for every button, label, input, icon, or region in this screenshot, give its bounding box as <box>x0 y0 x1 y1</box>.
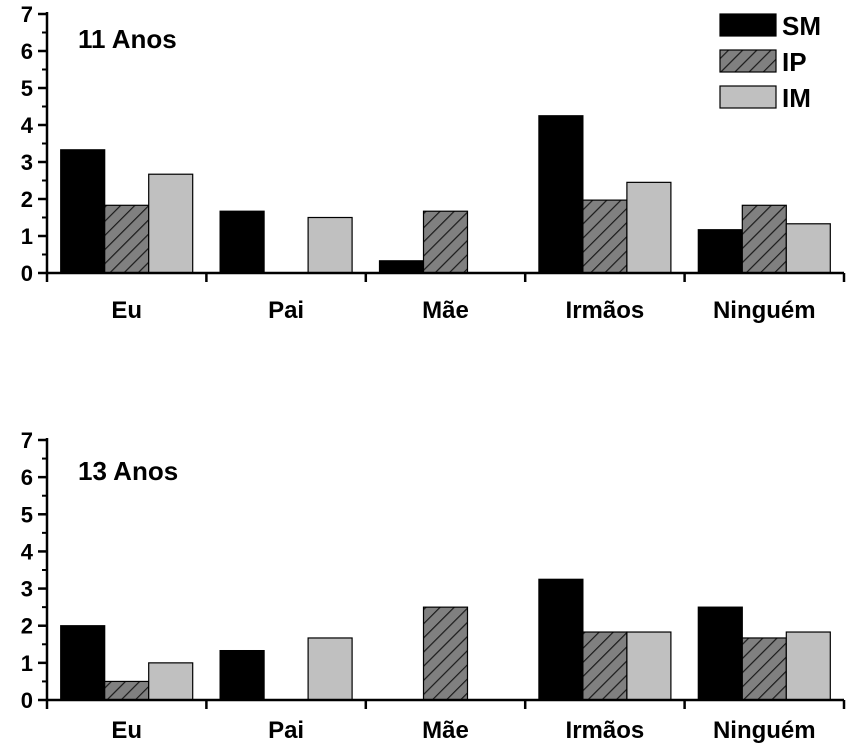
bar-sm-1 <box>219 210 265 274</box>
bar-im-4 <box>785 631 831 701</box>
bar-ip-3 <box>582 199 628 274</box>
bar-sm-4 <box>697 229 743 274</box>
bar-sm-0 <box>60 149 106 274</box>
y-tick-label: 2 <box>21 614 33 639</box>
y-tick-label: 6 <box>21 465 33 490</box>
y-tick-label: 0 <box>21 261 33 286</box>
bar-im-1 <box>307 216 353 274</box>
bar-im-1 <box>307 637 353 701</box>
y-tick-label: 7 <box>21 2 33 27</box>
chart-panel-2: 0 1 2 3 4 5 6 7 Eu Pai Mãe Irmãos Ninguém 13 Anos <box>21 428 846 744</box>
x-tick-label-2: Mãe <box>422 717 469 744</box>
bar-ip-4 <box>741 204 787 274</box>
bar-ip-3 <box>582 631 628 701</box>
bar-sm-3 <box>538 115 584 274</box>
x-tick-label-3: Irmãos <box>566 297 645 324</box>
bar-im-0 <box>148 173 194 274</box>
legend-swatch-sm <box>719 13 777 37</box>
x-tick-label-1: Pai <box>268 297 304 324</box>
y-tick-label: 3 <box>21 150 33 175</box>
y-tick-label: 6 <box>21 39 33 64</box>
bar-ip-2 <box>422 606 469 701</box>
bar-im-3 <box>626 181 672 274</box>
chart-panel-1: 0 1 2 3 4 5 6 7 Eu Pai Mãe Irmãos Ninguém 11 Anos SM IP… <box>21 2 846 324</box>
y-tick-label: 1 <box>21 651 33 676</box>
bar-sm-0 <box>60 625 106 701</box>
bar-sm-4 <box>697 606 743 701</box>
y-tick-label: 2 <box>21 187 33 212</box>
y-tick-label: 4 <box>21 539 34 564</box>
x-tick-label-1: Pai <box>268 717 304 744</box>
y-tick-label: 7 <box>21 428 33 453</box>
bar-sm-2 <box>378 260 425 274</box>
x-tick-label-3: Irmãos <box>566 717 645 744</box>
legend-label-ip: IP <box>782 47 807 77</box>
legend-swatch-ip <box>719 49 777 73</box>
bar-im-4 <box>785 223 831 274</box>
y-tick-label: 5 <box>21 76 33 101</box>
bar-im-0 <box>148 662 194 701</box>
bar-ip-0 <box>104 680 150 701</box>
panel-title: 11 Anos <box>78 24 177 54</box>
y-tick-label: 4 <box>21 113 34 138</box>
bar-ip-0 <box>104 204 150 274</box>
panel-title: 13 Anos <box>78 456 178 486</box>
x-tick-label-0: Eu <box>111 717 142 744</box>
bar-sm-3 <box>538 578 584 701</box>
legend-swatch-im <box>719 85 777 109</box>
y-tick-label: 3 <box>21 577 33 602</box>
bar-im-3 <box>626 631 672 701</box>
x-tick-label-4: Ninguém <box>713 297 816 324</box>
bar-ip-4 <box>741 637 787 701</box>
x-tick-label-2: Mãe <box>422 297 469 324</box>
bar-sm-1 <box>219 649 265 701</box>
legend-label-im: IM <box>782 83 811 113</box>
y-tick-label: 5 <box>21 502 33 527</box>
x-tick-label-4: Ninguém <box>713 717 816 744</box>
bar-ip-2 <box>422 210 469 274</box>
y-tick-label: 0 <box>21 688 33 713</box>
legend: SM IP IM <box>719 11 821 113</box>
y-tick-label: 1 <box>21 224 33 249</box>
x-tick-label-0: Eu <box>111 297 142 324</box>
legend-label-sm: SM <box>782 11 821 41</box>
